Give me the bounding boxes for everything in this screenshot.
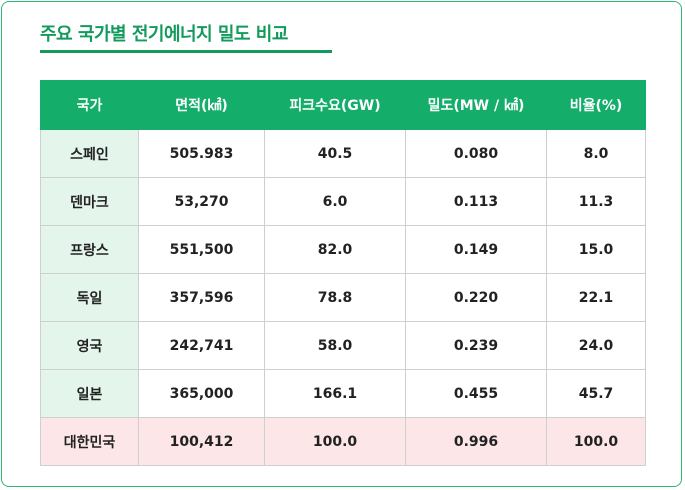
table-row: 독일 357,596 78.8 0.220 22.1 <box>40 273 646 322</box>
area-cell: 242,741 <box>138 321 265 370</box>
area-cell: 53,270 <box>138 177 265 226</box>
country-cell: 독일 <box>40 273 139 322</box>
density-cell: 0.149 <box>405 225 547 274</box>
area-cell: 365,000 <box>138 369 265 418</box>
table-row-highlight: 대한민국 100,412 100.0 0.996 100.0 <box>40 417 646 466</box>
country-cell: 영국 <box>40 321 139 370</box>
density-cell: 0.455 <box>405 369 547 418</box>
table-row: 스페인 505.983 40.5 0.080 8.0 <box>40 129 646 178</box>
table-row: 일본 365,000 166.1 0.455 45.7 <box>40 369 646 418</box>
density-cell: 0.996 <box>405 417 547 466</box>
density-cell: 0.080 <box>405 129 547 178</box>
area-cell: 357,596 <box>138 273 265 322</box>
header-ratio: 비율(%) <box>546 80 646 130</box>
peak-demand-cell: 58.0 <box>264 321 406 370</box>
ratio-cell: 24.0 <box>546 321 646 370</box>
ratio-cell: 11.3 <box>546 177 646 226</box>
header-peak-demand: 피크수요(GW) <box>264 80 406 130</box>
ratio-cell: 22.1 <box>546 273 646 322</box>
country-cell: 스페인 <box>40 129 139 178</box>
peak-demand-cell: 40.5 <box>264 129 406 178</box>
table-row: 덴마크 53,270 6.0 0.113 11.3 <box>40 177 646 226</box>
area-cell: 551,500 <box>138 225 265 274</box>
peak-demand-cell: 100.0 <box>264 417 406 466</box>
area-cell: 505.983 <box>138 129 265 178</box>
ratio-cell: 8.0 <box>546 129 646 178</box>
area-cell: 100,412 <box>138 417 265 466</box>
peak-demand-cell: 78.8 <box>264 273 406 322</box>
country-cell: 일본 <box>40 369 139 418</box>
table-row: 프랑스 551,500 82.0 0.149 15.0 <box>40 225 646 274</box>
density-cell: 0.220 <box>405 273 547 322</box>
header-country: 국가 <box>40 80 139 130</box>
page-title: 주요 국가별 전기에너지 밀도 비교 <box>40 24 288 45</box>
peak-demand-cell: 82.0 <box>264 225 406 274</box>
header-row: 국가 면적(㎢) 피크수요(GW) 밀도(MW / ㎢) 비율(%) <box>40 80 646 130</box>
header-density: 밀도(MW / ㎢) <box>405 80 547 130</box>
ratio-cell: 45.7 <box>546 369 646 418</box>
table-row: 영국 242,741 58.0 0.239 24.0 <box>40 321 646 370</box>
density-cell: 0.113 <box>405 177 547 226</box>
header-area: 면적(㎢) <box>138 80 265 130</box>
peak-demand-cell: 166.1 <box>264 369 406 418</box>
country-cell: 덴마크 <box>40 177 139 226</box>
peak-demand-cell: 6.0 <box>264 177 406 226</box>
density-cell: 0.239 <box>405 321 547 370</box>
country-cell: 프랑스 <box>40 225 139 274</box>
ratio-cell: 15.0 <box>546 225 646 274</box>
title-underline <box>40 50 332 53</box>
country-cell: 대한민국 <box>40 417 139 466</box>
ratio-cell: 100.0 <box>546 417 646 466</box>
density-table: 국가 면적(㎢) 피크수요(GW) 밀도(MW / ㎢) 비율(%) 스페인 5… <box>40 80 646 466</box>
